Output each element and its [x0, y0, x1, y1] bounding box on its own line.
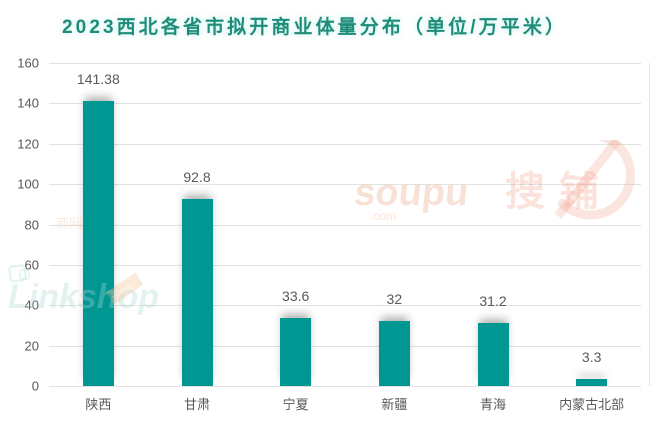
- svg-text:soupu: soupu: [352, 172, 470, 214]
- svg-text:门店·招商·转让: 门店·招商·转让: [26, 316, 93, 318]
- svg-text:.com: .com: [370, 209, 396, 223]
- svg-text:搜铺: 搜铺: [505, 170, 613, 214]
- svg-text:商网: 商网: [56, 216, 82, 231]
